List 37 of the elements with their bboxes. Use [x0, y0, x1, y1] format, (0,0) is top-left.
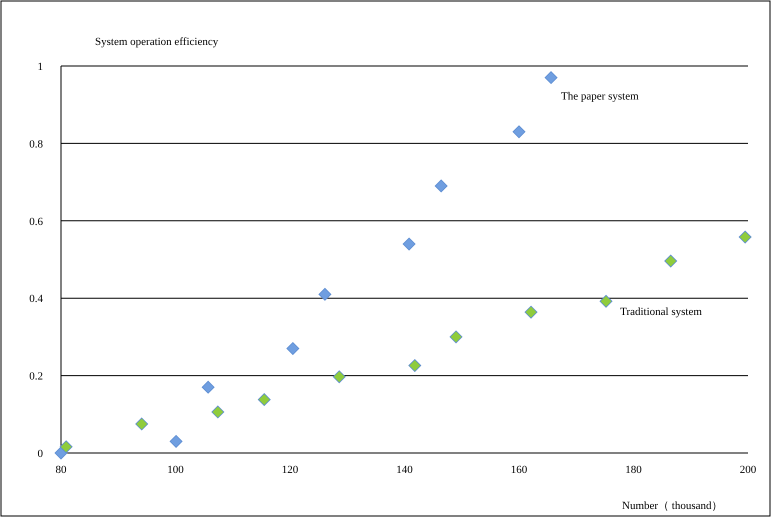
x-tick-label: 100: [167, 464, 184, 476]
y-tick-label: 0.2: [29, 370, 43, 383]
point: [211, 406, 224, 418]
point: [54, 446, 68, 460]
point: [738, 230, 752, 244]
y-tick-label: 0: [38, 448, 44, 460]
point: [512, 125, 526, 138]
y-tick-label: 0.4: [29, 293, 44, 306]
point: [60, 440, 73, 454]
x-tick-label: 80: [56, 464, 67, 476]
y-tick-label: 1: [38, 61, 43, 73]
x-tick-label: 160: [510, 464, 528, 476]
x-tick-label: 180: [625, 464, 642, 476]
point: [202, 380, 215, 394]
point: [524, 306, 538, 319]
point: [408, 359, 422, 372]
x-tick-label: 200: [740, 464, 757, 476]
y-tick-label: 0.6: [29, 216, 44, 228]
point: [402, 238, 416, 250]
x-tick-label: 120: [282, 464, 299, 476]
series-label: Traditional system: [620, 306, 702, 318]
point: [258, 393, 271, 406]
y-tick-label: 0.8: [29, 138, 44, 150]
point: [332, 370, 346, 384]
point: [450, 330, 462, 344]
point: [170, 434, 182, 448]
y-axis-title: System operation efficiency: [95, 36, 219, 48]
point: [664, 254, 678, 268]
x-axis-title: Number（ thousand）: [622, 500, 723, 512]
x-tick-label: 140: [396, 464, 414, 476]
point: [434, 180, 448, 192]
point: [318, 288, 332, 301]
point: [600, 294, 612, 308]
series-label: The paper system: [561, 90, 640, 103]
point: [286, 342, 300, 355]
point: [544, 71, 558, 84]
point: [135, 418, 148, 430]
